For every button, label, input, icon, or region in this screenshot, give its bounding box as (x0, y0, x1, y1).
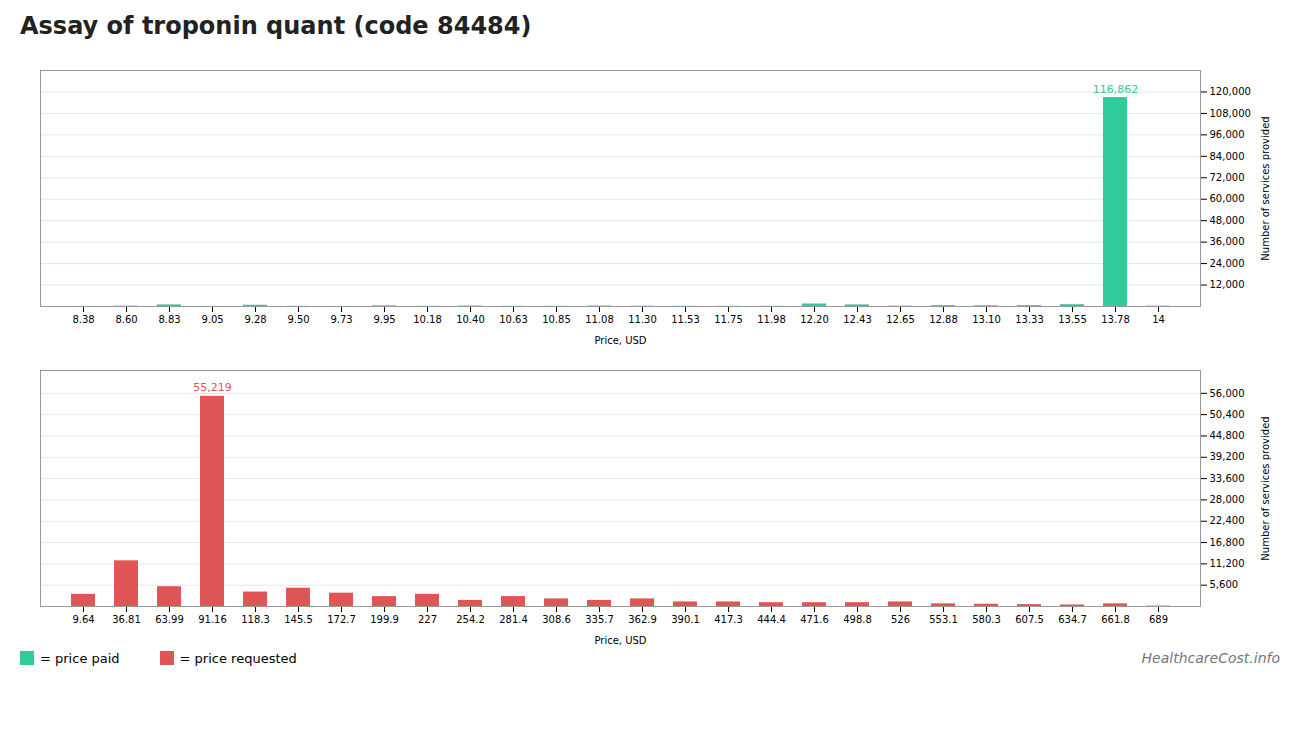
svg-text:5,600: 5,600 (1210, 579, 1239, 590)
svg-text:227: 227 (418, 614, 437, 625)
svg-text:108,000: 108,000 (1210, 108, 1251, 119)
svg-text:11,200: 11,200 (1210, 558, 1245, 569)
svg-text:607.5: 607.5 (1015, 614, 1044, 625)
svg-text:689: 689 (1149, 614, 1168, 625)
svg-text:10.40: 10.40 (456, 314, 485, 325)
svg-text:56,000: 56,000 (1210, 388, 1245, 399)
html-text:HealthcareCost.info: HealthcareCost.info (1141, 650, 1280, 666)
svg-text:116,862: 116,862 (1093, 83, 1139, 96)
svg-text:Price, USD: Price, USD (594, 635, 646, 646)
svg-text:335.7: 335.7 (585, 614, 614, 625)
html-text:= price requested: = price requested (179, 650, 297, 666)
svg-text:12.20: 12.20 (800, 314, 829, 325)
svg-text:13.78: 13.78 (1101, 314, 1130, 325)
svg-text:580.3: 580.3 (972, 614, 1001, 625)
svg-text:44,800: 44,800 (1210, 430, 1245, 441)
svg-text:9.64: 9.64 (72, 614, 94, 625)
svg-text:11.30: 11.30 (628, 314, 657, 325)
svg-text:91.16: 91.16 (198, 614, 227, 625)
svg-text:120,000: 120,000 (1210, 86, 1251, 97)
svg-text:12.88: 12.88 (929, 314, 958, 325)
svg-text:12,000: 12,000 (1210, 279, 1245, 290)
svg-text:96,000: 96,000 (1210, 129, 1245, 140)
svg-text:526: 526 (891, 614, 910, 625)
svg-text:Number of services provided: Number of services provided (1260, 416, 1271, 560)
svg-text:11.98: 11.98 (757, 314, 786, 325)
svg-text:14: 14 (1152, 314, 1165, 325)
svg-text:11.75: 11.75 (714, 314, 743, 325)
svg-text:145.5: 145.5 (284, 614, 313, 625)
svg-text:199.9: 199.9 (370, 614, 399, 625)
svg-text:362.9: 362.9 (628, 614, 657, 625)
svg-text:63.99: 63.99 (155, 614, 184, 625)
svg-text:661.8: 661.8 (1101, 614, 1130, 625)
svg-text:50,400: 50,400 (1210, 409, 1245, 420)
svg-text:9.95: 9.95 (373, 314, 395, 325)
svg-text:16,800: 16,800 (1210, 537, 1245, 548)
svg-text:10.63: 10.63 (499, 314, 528, 325)
svg-text:13.55: 13.55 (1058, 314, 1087, 325)
svg-text:22,400: 22,400 (1210, 515, 1245, 526)
svg-text:55,219: 55,219 (193, 381, 232, 394)
svg-text:48,000: 48,000 (1210, 215, 1245, 226)
svg-text:10.85: 10.85 (542, 314, 571, 325)
svg-text:36,000: 36,000 (1210, 236, 1245, 247)
svg-text:24,000: 24,000 (1210, 258, 1245, 269)
svg-text:553.1: 553.1 (929, 614, 958, 625)
svg-text:308.6: 308.6 (542, 614, 571, 625)
svg-text:28,000: 28,000 (1210, 494, 1245, 505)
svg-text:84,000: 84,000 (1210, 151, 1245, 162)
svg-text:12.65: 12.65 (886, 314, 915, 325)
svg-text:12.43: 12.43 (843, 314, 872, 325)
svg-text:8.83: 8.83 (158, 314, 180, 325)
svg-text:390.1: 390.1 (671, 614, 700, 625)
svg-text:13.33: 13.33 (1015, 314, 1044, 325)
html-text:Assay of troponin quant (code: Assay of troponin quant (code 84484) (20, 12, 532, 40)
svg-text:254.2: 254.2 (456, 614, 485, 625)
svg-text:118.3: 118.3 (241, 614, 270, 625)
svg-text:13.10: 13.10 (972, 314, 1001, 325)
svg-text:36.81: 36.81 (112, 614, 141, 625)
svg-text:60,000: 60,000 (1210, 193, 1245, 204)
svg-text:10.18: 10.18 (413, 314, 442, 325)
svg-text:11.53: 11.53 (671, 314, 700, 325)
svg-text:9.73: 9.73 (330, 314, 352, 325)
svg-text:498.8: 498.8 (843, 614, 872, 625)
svg-text:Number of services provided: Number of services provided (1260, 116, 1271, 260)
svg-text:471.6: 471.6 (800, 614, 829, 625)
svg-text:9.28: 9.28 (244, 314, 266, 325)
svg-text:281.4: 281.4 (499, 614, 528, 625)
svg-text:634.7: 634.7 (1058, 614, 1087, 625)
svg-text:9.05: 9.05 (201, 314, 223, 325)
svg-text:417.3: 417.3 (714, 614, 743, 625)
svg-text:Price, USD: Price, USD (594, 335, 646, 346)
svg-text:8.60: 8.60 (115, 314, 137, 325)
svg-text:444.4: 444.4 (757, 614, 786, 625)
html-text:= price paid: = price paid (40, 650, 120, 666)
svg-text:172.7: 172.7 (327, 614, 356, 625)
svg-text:8.38: 8.38 (72, 314, 94, 325)
svg-text:39,200: 39,200 (1210, 451, 1245, 462)
svg-text:11.08: 11.08 (585, 314, 614, 325)
svg-text:9.50: 9.50 (287, 314, 309, 325)
svg-text:72,000: 72,000 (1210, 172, 1245, 183)
svg-text:33,600: 33,600 (1210, 473, 1245, 484)
